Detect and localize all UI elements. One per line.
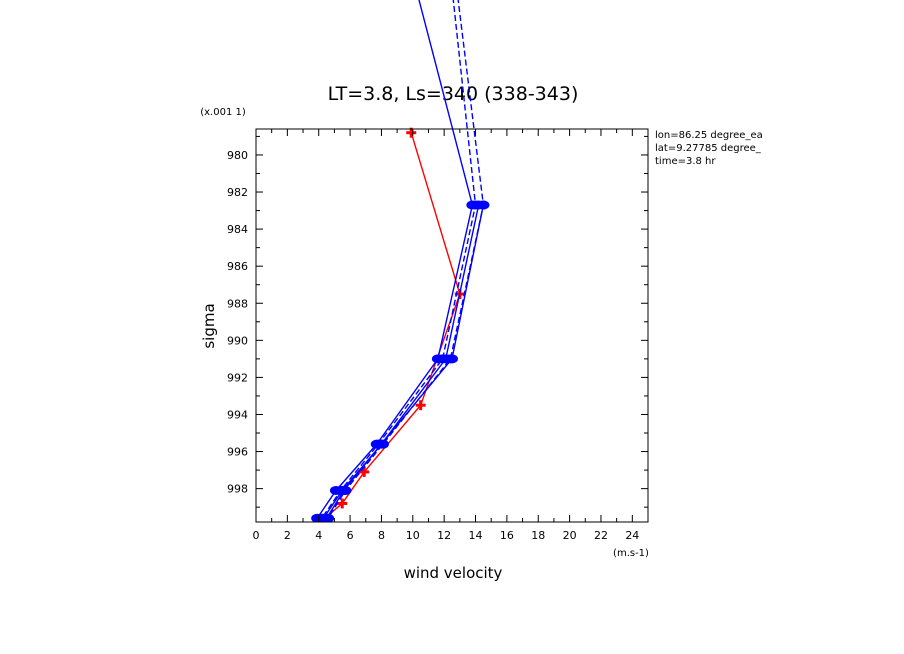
- x-tick-label: 12: [437, 529, 451, 542]
- info-time: time=3.8 hr: [655, 156, 716, 167]
- y-tick-label: 988: [227, 297, 248, 310]
- x-units-label: (m.s-1): [613, 548, 649, 559]
- x-tick-label: 0: [253, 529, 260, 542]
- series-line-1: [316, 0, 474, 519]
- data-point-circle: [444, 354, 457, 364]
- series-line-4: [321, 0, 477, 519]
- plot-frame: [255, 128, 649, 523]
- data-point-circle: [477, 200, 490, 210]
- info-box: lon=86.25 degree_ea lat=9.27785 degree_ …: [655, 130, 763, 167]
- series-line-5: [327, 0, 485, 519]
- x-tick-label: 10: [406, 529, 420, 542]
- y-tick-label: 992: [227, 371, 248, 384]
- data-point-plus: [415, 400, 426, 411]
- data-point-plus: [359, 466, 370, 477]
- data-point-plus: [337, 498, 348, 509]
- chart-title: LT=3.8, Ls=340 (338-343): [328, 83, 579, 105]
- y-scale-note: (x.001 1): [200, 107, 246, 118]
- x-tick-label: 6: [347, 529, 354, 542]
- x-tick-label: 20: [563, 529, 577, 542]
- data-point-circle: [322, 513, 335, 522]
- data-point-circle: [377, 439, 390, 449]
- series-line-3: [325, 204, 485, 519]
- info-lat: lat=9.27785 degree_: [655, 143, 762, 154]
- y-tick-label: 984: [227, 223, 248, 236]
- series-layer: [311, 0, 490, 522]
- x-tick-label: 2: [284, 529, 291, 542]
- y-tick-label: 986: [227, 260, 248, 273]
- series-line-0: [319, 132, 461, 522]
- x-axis: 0 2 4 6 8 10 12 14 16 18 20 22 24: [253, 129, 649, 542]
- y-tick-label: 994: [227, 408, 248, 421]
- y-tick-label: 980: [227, 149, 248, 162]
- x-tick-label: 16: [500, 529, 514, 542]
- x-tick-label: 8: [378, 529, 385, 542]
- y-tick-label: 990: [227, 334, 248, 347]
- info-lon: lon=86.25 degree_ea: [655, 130, 763, 141]
- x-tick-label: 4: [315, 529, 322, 542]
- y-tick-label: 996: [227, 446, 248, 459]
- y-tick-label: 982: [227, 186, 248, 199]
- x-axis-label: wind velocity: [404, 564, 503, 582]
- y-axis-label: sigma: [200, 303, 218, 348]
- x-tick-label: 24: [625, 529, 639, 542]
- y-axis: 980 982 984 986 988 990 992 994 996 998: [227, 135, 648, 508]
- data-point-circle: [339, 485, 352, 495]
- x-tick-label: 22: [594, 529, 608, 542]
- y-tick-label: 998: [227, 483, 248, 496]
- x-tick-label: 18: [531, 529, 545, 542]
- x-tick-label: 14: [469, 529, 483, 542]
